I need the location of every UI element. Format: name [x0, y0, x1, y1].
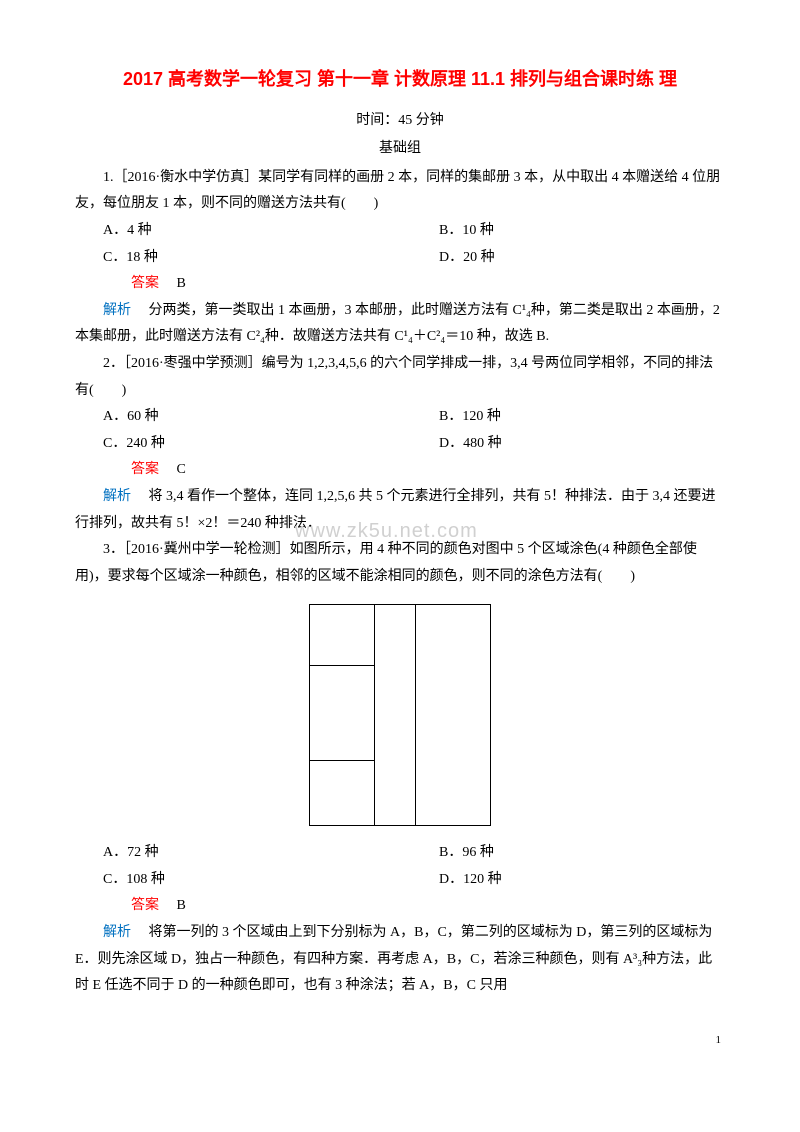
region-d	[375, 605, 416, 825]
q2-option-c: C．240 种	[75, 431, 439, 458]
analysis-label: 解析	[103, 920, 131, 947]
q2-answer	[163, 462, 177, 477]
region-a	[310, 605, 374, 666]
q1-analysis: 解析 分两类，第一类取出 1 本画册，3 本邮册，此时赠送方法有 C¹₄种，第二…	[75, 298, 725, 351]
q1-analysis-content: 分两类，第一类取出 1 本画册，3 本邮册，此时赠送方法有 C¹₄种，第二类是取…	[75, 303, 720, 345]
q3-analysis-text	[135, 925, 149, 940]
analysis-label: 解析	[103, 484, 131, 511]
q3-analysis: 解析 将第一列的 3 个区域由上到下分别标为 A，B，C，第二列的区域标为 D，…	[75, 920, 725, 1000]
q2-answer-value: C	[177, 462, 186, 477]
q3-option-d: D．120 种	[439, 867, 725, 894]
region-e	[416, 605, 490, 825]
q2-option-b: B．120 种	[439, 404, 725, 431]
answer-label: 答案	[103, 893, 159, 920]
q1-option-a: A．4 种	[75, 218, 439, 245]
q3-answer-line: 答案 B	[75, 893, 725, 920]
region-c	[310, 761, 374, 825]
q1-options-row1: A．4 种 B．10 种	[75, 218, 725, 245]
q2-option-a: A．60 种	[75, 404, 439, 431]
time-limit: 时间：45 分钟	[75, 108, 725, 135]
q1-options-row2: C．18 种 D．20 种	[75, 245, 725, 272]
q3-answer-value: B	[177, 898, 186, 913]
page-number: 1	[75, 1030, 725, 1051]
q1-stem: 1.［2016·衡水中学仿真］某同学有同样的画册 2 本，同样的集邮册 3 本，…	[75, 165, 725, 218]
group-header: 基础组	[75, 136, 725, 163]
q3-analysis-content: 将第一列的 3 个区域由上到下分别标为 A，B，C，第二列的区域标为 D，第三列…	[75, 925, 712, 993]
q1-answer-value: B	[177, 276, 186, 291]
document-title: 2017 高考数学一轮复习 第十一章 计数原理 11.1 排列与组合课时练 理	[75, 60, 725, 100]
q3-option-a: A．72 种	[75, 840, 439, 867]
q3-stem: 3．［2016·冀州中学一轮检测］如图所示，用 4 种不同的颜色对图中 5 个区…	[75, 537, 725, 590]
q2-options-row2: C．240 种 D．480 种	[75, 431, 725, 458]
q1-option-b: B．10 种	[439, 218, 725, 245]
q1-option-d: D．20 种	[439, 245, 725, 272]
q2-analysis-content: 将 3,4 看作一个整体，连同 1,2,5,6 共 5 个元素进行全排列，共有 …	[75, 489, 716, 531]
answer-label: 答案	[103, 457, 159, 484]
q2-analysis: 解析 将 3,4 看作一个整体，连同 1,2,5,6 共 5 个元素进行全排列，…	[75, 484, 725, 537]
q2-answer-line: 答案 C	[75, 457, 725, 484]
q2-options-row1: A．60 种 B．120 种	[75, 404, 725, 431]
analysis-label: 解析	[103, 298, 131, 325]
q2-analysis-text	[135, 489, 149, 504]
q1-analysis-text	[135, 303, 149, 318]
q3-option-b: B．96 种	[439, 840, 725, 867]
q3-options-row2: C．108 种 D．120 种	[75, 867, 725, 894]
q2-stem: 2．［2016·枣强中学预测］编号为 1,2,3,4,5,6 的六个同学排成一排…	[75, 351, 725, 404]
q3-options-row1: A．72 种 B．96 种	[75, 840, 725, 867]
q3-option-c: C．108 种	[75, 867, 439, 894]
q1-answer-line: 答案 B	[75, 271, 725, 298]
q2-option-d: D．480 种	[439, 431, 725, 458]
region-b	[310, 666, 374, 761]
answer-label: 答案	[103, 271, 159, 298]
q1-answer	[163, 276, 177, 291]
q3-diagram	[75, 604, 725, 826]
q1-option-c: C．18 种	[75, 245, 439, 272]
q3-answer	[163, 898, 177, 913]
